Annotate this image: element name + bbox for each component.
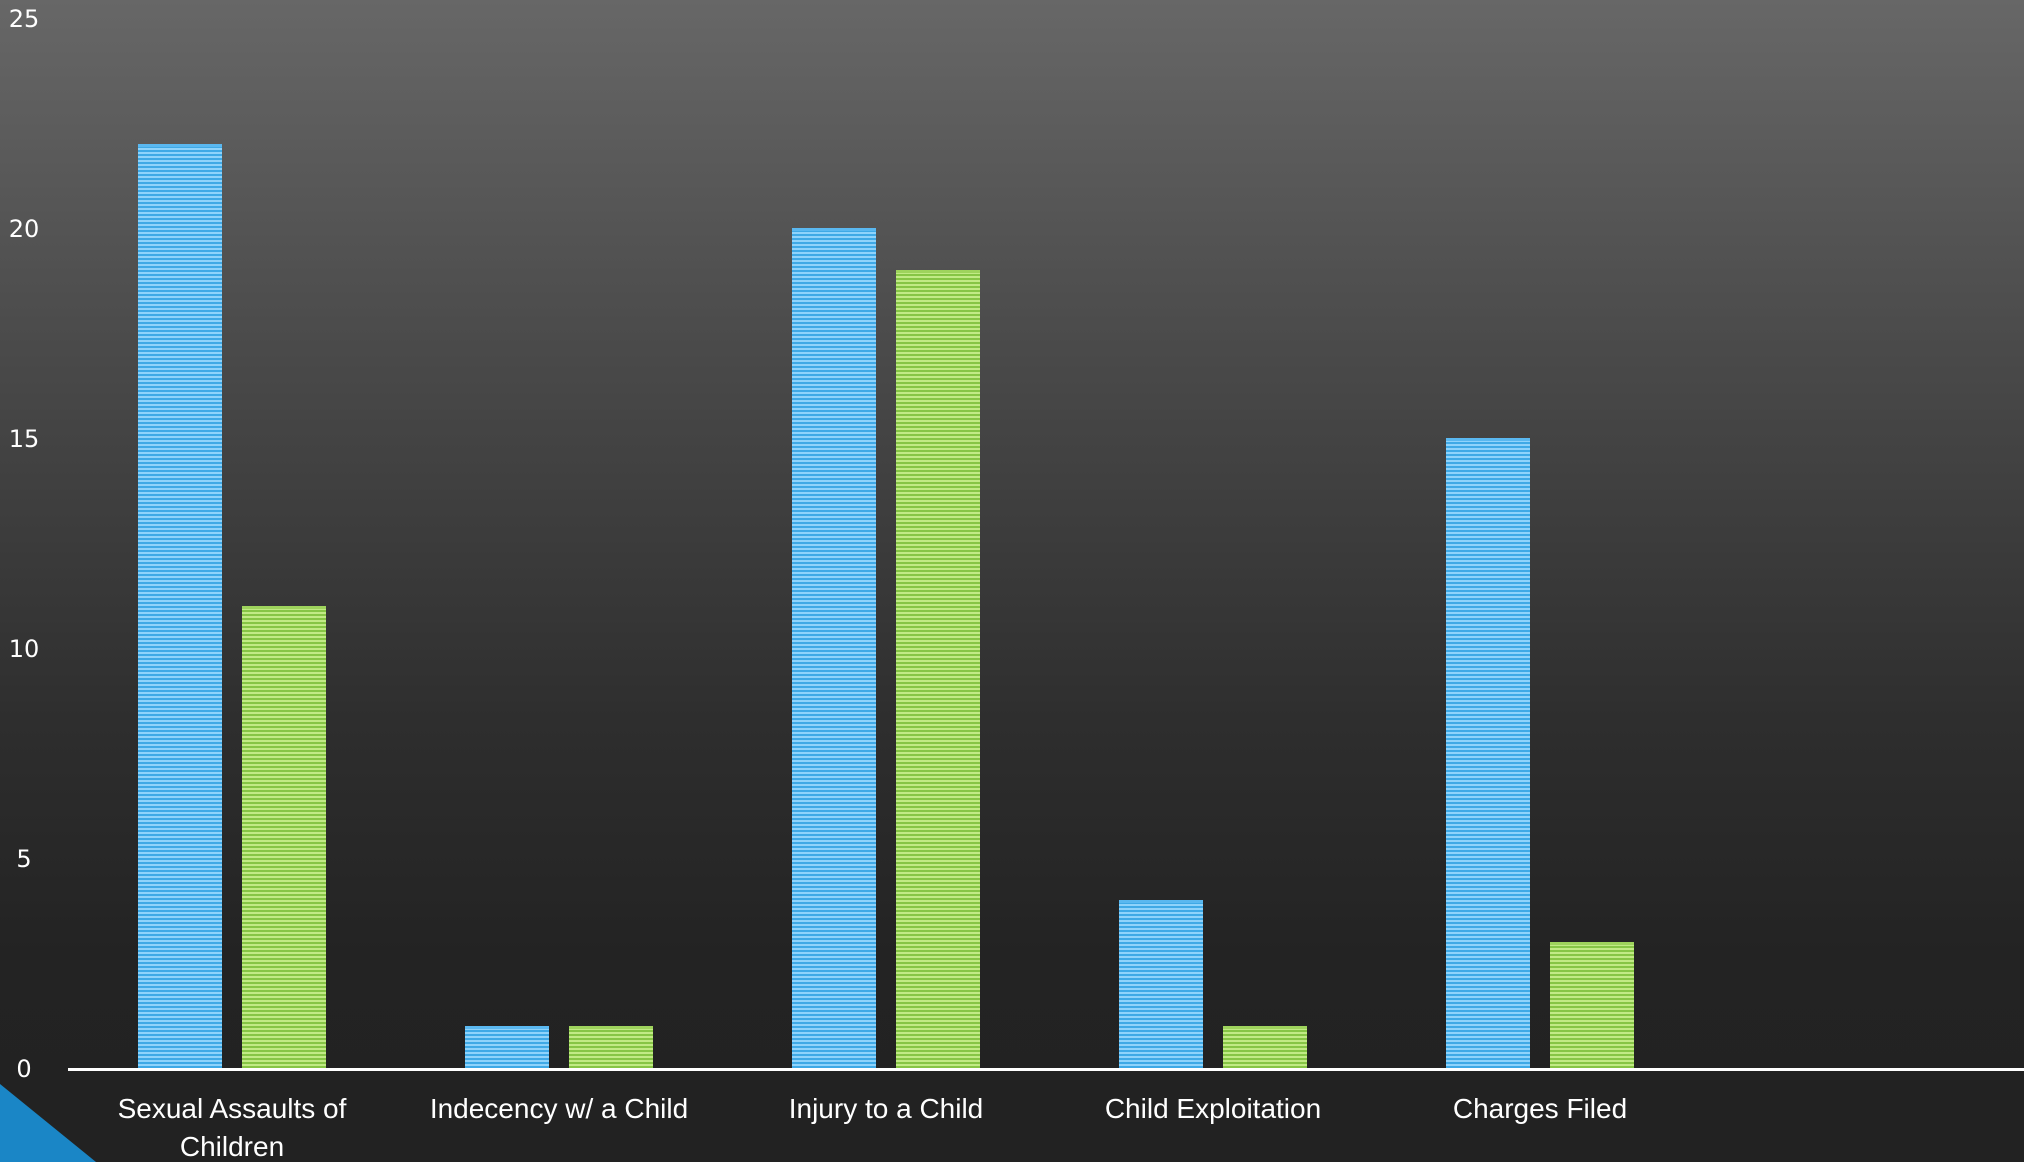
bar-series-2 (896, 270, 980, 1068)
bar-top-edge (1550, 942, 1634, 945)
bar-series-1 (465, 1026, 549, 1068)
x-tick-label: Injury to a Child (789, 1093, 984, 1124)
bar-series-2 (1550, 942, 1634, 1068)
bar-series-2 (1223, 1026, 1307, 1068)
bar-series-2 (569, 1026, 653, 1068)
bar-series-1 (138, 144, 222, 1068)
bar-top-edge (465, 1026, 549, 1029)
x-axis-labels: Sexual Assaults of Children Indecency w/ a… (118, 1093, 1628, 1162)
x-tick-label: Sexual Assaults of Children (118, 1093, 347, 1162)
bar-series-1 (792, 228, 876, 1068)
corner-accent (0, 1084, 96, 1162)
bar-top-edge (1446, 438, 1530, 441)
bar-top-edge (896, 270, 980, 273)
x-tick-label: Indecency w/ a Child (430, 1093, 688, 1124)
bar-top-edge (569, 1026, 653, 1029)
y-tick-label: 15 (9, 425, 40, 453)
bars (138, 144, 1634, 1068)
x-tick-label: Charges Filed (1453, 1093, 1627, 1124)
x-tick-label: Child Exploitation (1105, 1093, 1321, 1124)
bar-top-edge (792, 228, 876, 231)
bar-top-edge (242, 606, 326, 609)
y-tick-label: 5 (16, 845, 31, 873)
y-axis-ticks: 0 5 10 15 20 25 (9, 5, 40, 1083)
y-tick-label: 0 (16, 1055, 31, 1083)
bar-top-edge (138, 144, 222, 147)
bar-top-edge (1119, 900, 1203, 903)
y-tick-label: 25 (9, 5, 40, 33)
bar-series-1 (1446, 438, 1530, 1068)
y-tick-label: 20 (9, 215, 40, 243)
bar-series-2 (242, 606, 326, 1068)
bar-series-1 (1119, 900, 1203, 1068)
y-tick-label: 10 (9, 635, 40, 663)
bar-top-edge (1223, 1026, 1307, 1029)
